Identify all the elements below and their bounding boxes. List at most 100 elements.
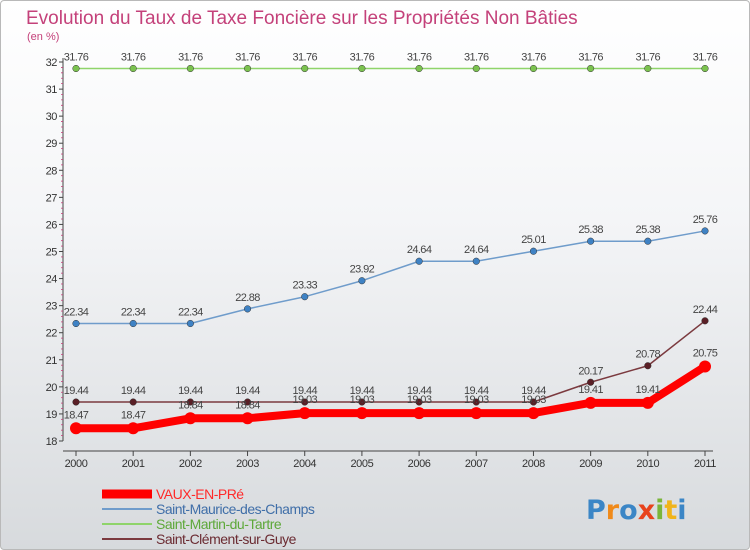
data-label: 31.76 <box>64 51 89 63</box>
series-line <box>75 230 706 325</box>
data-point <box>415 398 423 406</box>
data-point <box>415 64 423 73</box>
data-point <box>587 378 595 386</box>
data-point <box>241 412 254 425</box>
data-point <box>529 398 538 406</box>
data-point <box>129 319 137 328</box>
data-label: 25.01 <box>521 234 546 246</box>
data-point <box>72 398 80 406</box>
data-point <box>243 398 252 406</box>
data-point <box>529 247 538 255</box>
data-point <box>587 64 595 73</box>
logo-letter: r <box>606 495 620 526</box>
data-point <box>584 396 597 409</box>
data-label: 31.76 <box>636 51 661 63</box>
data-point <box>72 64 80 73</box>
data-label: 31.76 <box>178 51 203 63</box>
data-point <box>701 317 709 325</box>
y-tick-label: 18 <box>46 436 58 448</box>
data-label: 25.38 <box>578 224 603 236</box>
data-label: 19.44 <box>521 385 546 397</box>
data-point <box>298 407 311 420</box>
data-point <box>415 257 423 265</box>
data-label: 31.76 <box>121 51 146 63</box>
data-label: 24.64 <box>407 244 432 256</box>
data-point <box>184 412 197 425</box>
data-label: 19.03 <box>521 394 546 406</box>
data-point <box>186 64 194 73</box>
data-label: 22.88 <box>235 292 260 304</box>
data-point <box>70 422 82 435</box>
data-point <box>413 407 426 420</box>
data-point <box>186 319 194 328</box>
y-tick-label: 31 <box>46 84 58 96</box>
data-point <box>644 362 652 370</box>
legend-entry-label: Saint-Clément-sur-Guye <box>156 531 297 547</box>
logo-letter: i <box>677 495 686 526</box>
data-point <box>587 237 595 245</box>
data-point <box>129 398 137 406</box>
data-label: 18.47 <box>64 409 89 421</box>
data-label: 23.92 <box>350 264 375 276</box>
data-point <box>358 398 366 406</box>
series-line <box>75 320 706 403</box>
data-point <box>701 227 709 235</box>
data-point <box>472 398 480 406</box>
data-label: 31.76 <box>693 51 718 63</box>
data-label: 31.76 <box>350 51 375 63</box>
data-point <box>129 64 137 73</box>
y-tick-label: 24 <box>46 274 58 286</box>
data-label: 25.76 <box>693 214 718 226</box>
data-labels: 31.76 31.76 31.76 31.76 31.76 31.76 31.76 31.76… <box>64 51 719 421</box>
data-label: 19.41 <box>578 384 603 396</box>
data-label: 31.76 <box>464 51 489 63</box>
y-tick-label: 30 <box>46 111 58 123</box>
logo-text: Proxiti <box>586 495 687 526</box>
data-label: 18.84 <box>178 399 203 411</box>
data-label: 22.34 <box>64 307 89 319</box>
logo-letter: P <box>586 495 606 526</box>
data-point <box>358 277 366 285</box>
y-tick-label: 21 <box>46 355 58 367</box>
proxiti-logo: Proxiti <box>586 495 687 526</box>
x-tick-label: 2001 <box>122 458 145 470</box>
data-point <box>186 398 194 406</box>
data-label: 19.44 <box>178 385 203 397</box>
data-label: 31.76 <box>578 51 603 63</box>
x-tick-label: 2007 <box>465 458 488 470</box>
y-tick-label: 23 <box>46 301 58 313</box>
series-line <box>72 362 709 433</box>
chart-title: Evolution du Taux de Taxe Foncière sur l… <box>26 8 578 29</box>
axes: 18 19 20 21 22 23 24 25 26 27 28 29 30 31 32 2000 2001 20… <box>46 57 717 470</box>
data-label: 19.41 <box>636 384 661 396</box>
y-tick-label: 32 <box>46 57 58 69</box>
x-tick-label: 2002 <box>179 458 202 470</box>
x-tick-label: 2004 <box>293 458 316 470</box>
data-label: 31.76 <box>521 51 546 63</box>
data-point <box>358 64 366 73</box>
data-label: 22.34 <box>121 307 146 319</box>
data-point <box>529 64 538 73</box>
legend-entry-label: Saint-Martin-du-Tartre <box>156 516 282 532</box>
y-tick-label: 19 <box>46 409 58 421</box>
data-point <box>301 64 309 73</box>
y-tick-label: 26 <box>46 219 58 231</box>
x-tick-label: 2010 <box>636 458 659 470</box>
y-tick-label: 27 <box>46 192 58 204</box>
legend-entry-label: Saint-Maurice-des-Champs <box>156 501 315 517</box>
data-label: 23.33 <box>292 280 317 292</box>
logo-letter: o <box>619 495 638 526</box>
data-point <box>301 398 309 406</box>
data-label: 19.44 <box>292 385 317 397</box>
data-label: 20.78 <box>636 349 661 361</box>
data-label: 19.03 <box>407 394 432 406</box>
data-label: 19.03 <box>292 394 317 406</box>
series-lines <box>70 64 711 435</box>
data-point <box>644 64 652 73</box>
data-label: 19.44 <box>235 385 260 397</box>
data-label: 20.75 <box>693 348 718 360</box>
data-point <box>701 64 709 73</box>
data-point <box>243 64 252 73</box>
x-tick-label: 2011 <box>694 458 716 470</box>
legend: VAUX-EN-PRéSaint-Maurice-des-ChampsSaint… <box>102 486 315 547</box>
